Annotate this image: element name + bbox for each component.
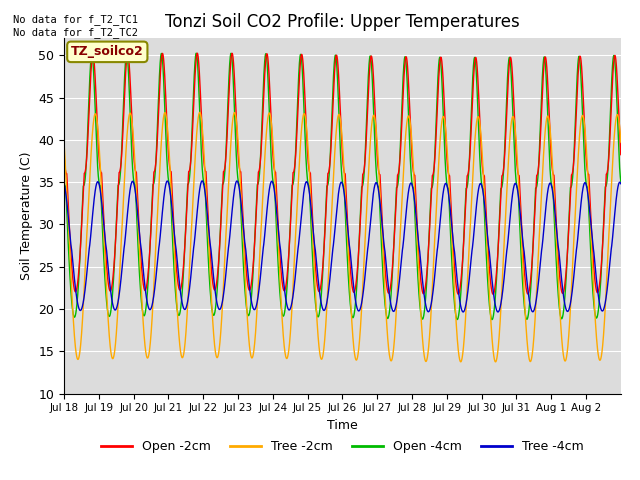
Text: TZ_soilco2: TZ_soilco2 (71, 45, 144, 59)
Title: Tonzi Soil CO2 Profile: Upper Temperatures: Tonzi Soil CO2 Profile: Upper Temperatur… (165, 13, 520, 31)
Y-axis label: Soil Temperature (C): Soil Temperature (C) (20, 152, 33, 280)
Legend: Open -2cm, Tree -2cm, Open -4cm, Tree -4cm: Open -2cm, Tree -2cm, Open -4cm, Tree -4… (96, 435, 589, 458)
X-axis label: Time: Time (327, 419, 358, 432)
Text: No data for f_T2_TC1
No data for f_T2_TC2: No data for f_T2_TC1 No data for f_T2_TC… (13, 14, 138, 38)
